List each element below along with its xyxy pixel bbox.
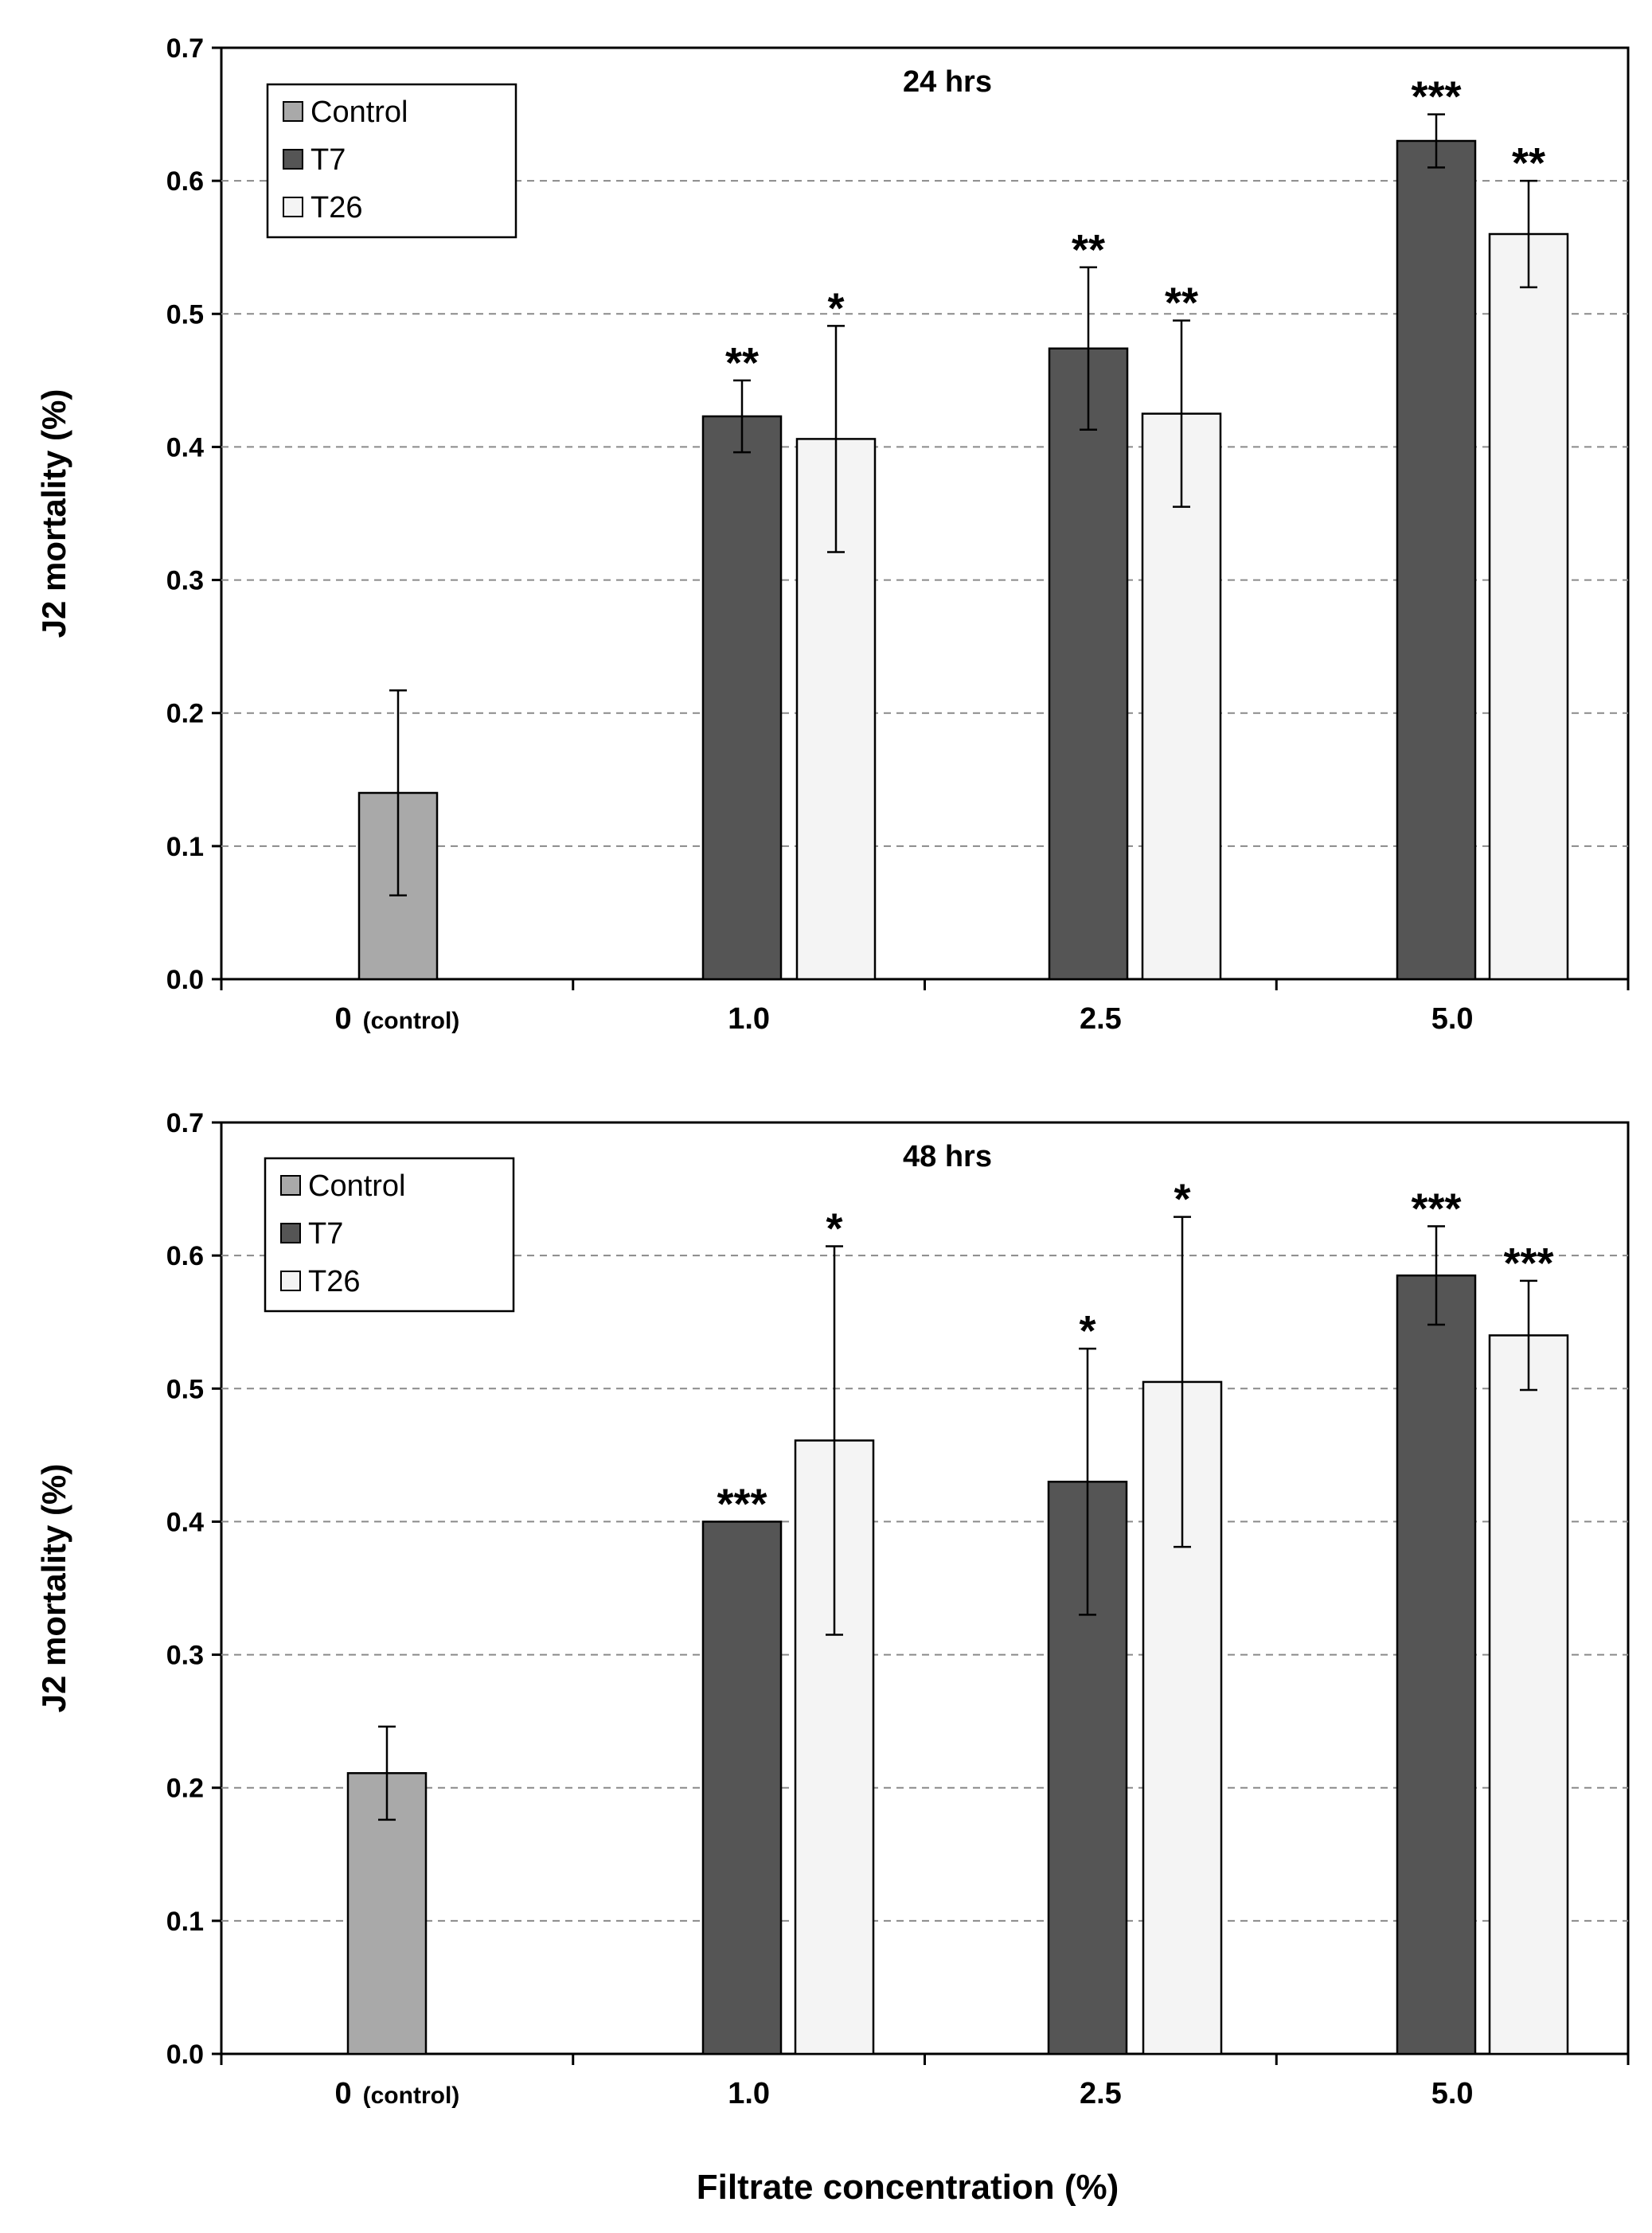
significance-marker: ** <box>1165 279 1198 327</box>
bar-t7-5.0 <box>1396 139 1477 981</box>
panel-title: 48 hrs <box>903 1140 992 1173</box>
legend-swatch-t7 <box>280 1223 301 1243</box>
significance-marker: *** <box>1411 1185 1461 1232</box>
legend-box <box>266 83 517 239</box>
bar-t26-2.5 <box>1141 412 1222 981</box>
bar-t26-5.0 <box>1488 1334 1569 2055</box>
significance-marker: * <box>826 1204 842 1252</box>
legend-label-t7: T7 <box>308 1217 343 1251</box>
legend-swatch-control <box>283 101 303 122</box>
y-tick-label: 0.2 <box>166 1774 204 1804</box>
y-tick-label: 0.4 <box>166 432 204 463</box>
bar-t7-2.5 <box>1048 347 1129 981</box>
y-tick-label: 0.1 <box>166 832 204 862</box>
panel-48hrs: 0.0 0.1 0.2 0.3 0.4 0.5 0.6 0.7 0 (control) 1.0 2.5… <box>35 1108 1630 2110</box>
x-category-label: 5.0 <box>1431 1002 1474 1036</box>
y-tick-label: 0.6 <box>166 166 204 197</box>
legend-label-t26: T26 <box>310 191 362 224</box>
significance-marker: *** <box>1503 1239 1553 1287</box>
y-tick-label: 0.7 <box>166 1108 204 1138</box>
legend-swatch-control <box>280 1175 301 1196</box>
y-axis-title: J2 mortality (%) <box>35 1464 72 1713</box>
y-tick-label: 0.3 <box>166 566 204 596</box>
significance-marker: ** <box>725 339 759 387</box>
significance-marker: * <box>827 284 844 332</box>
y-axis-title: J2 mortality (%) <box>35 389 72 638</box>
y-tick-label: 0.0 <box>166 965 204 995</box>
y-tick-label: 0.2 <box>166 699 204 729</box>
x-category-label: 5.0 <box>1431 2077 1474 2110</box>
x-axis-title: Filtrate concentration (%) <box>697 2168 1119 2207</box>
panel-24hrs: 0.0 0.1 0.2 0.3 0.4 0.5 0.6 0.7 0 (control) 1.0 2.5… <box>35 33 1630 1036</box>
legend-label-t26: T26 <box>308 1265 360 1298</box>
x-category-label: 1.0 <box>728 1002 770 1036</box>
panel-title: 24 hrs <box>903 65 992 99</box>
legend-swatch-t26 <box>280 1271 301 1291</box>
x-category-label: 2.5 <box>1080 1002 1122 1036</box>
y-tick-label: 0.4 <box>166 1507 204 1537</box>
x-category-label: 2.5 <box>1080 2077 1122 2110</box>
bar-t26-5.0 <box>1488 232 1569 981</box>
significance-marker: * <box>1079 1307 1095 1355</box>
y-tick-label: 0.3 <box>166 1641 204 1671</box>
legend-swatch-t26 <box>283 197 303 217</box>
legend-label-t7: T7 <box>310 143 346 177</box>
significance-marker: *** <box>1411 73 1461 121</box>
bar-t7-1.0 <box>701 1521 783 2055</box>
legend-swatch-t7 <box>283 149 303 170</box>
legend-label-control: Control <box>310 96 408 129</box>
legend-box <box>264 1157 515 1313</box>
significance-marker: *** <box>717 1480 767 1528</box>
y-tick-label: 0.7 <box>166 33 204 64</box>
x-category-label: 1.0 <box>728 2077 770 2110</box>
x-category-label: 0 (control) <box>334 2077 459 2110</box>
significance-marker: ** <box>1512 139 1545 187</box>
legend-label-control: Control <box>308 1169 406 1203</box>
bar-t7-1.0 <box>701 415 783 981</box>
bar-t7-5.0 <box>1396 1274 1477 2055</box>
y-tick-label: 0.0 <box>166 2040 204 2070</box>
significance-marker: * <box>1174 1176 1190 1224</box>
significance-marker: ** <box>1072 226 1105 274</box>
y-tick-label: 0.6 <box>166 1241 204 1271</box>
y-tick-label: 0.5 <box>166 299 204 330</box>
y-tick-label: 0.1 <box>166 1907 204 1937</box>
x-category-label: 0 (control) <box>334 1002 459 1036</box>
y-tick-label: 0.5 <box>166 1374 204 1404</box>
